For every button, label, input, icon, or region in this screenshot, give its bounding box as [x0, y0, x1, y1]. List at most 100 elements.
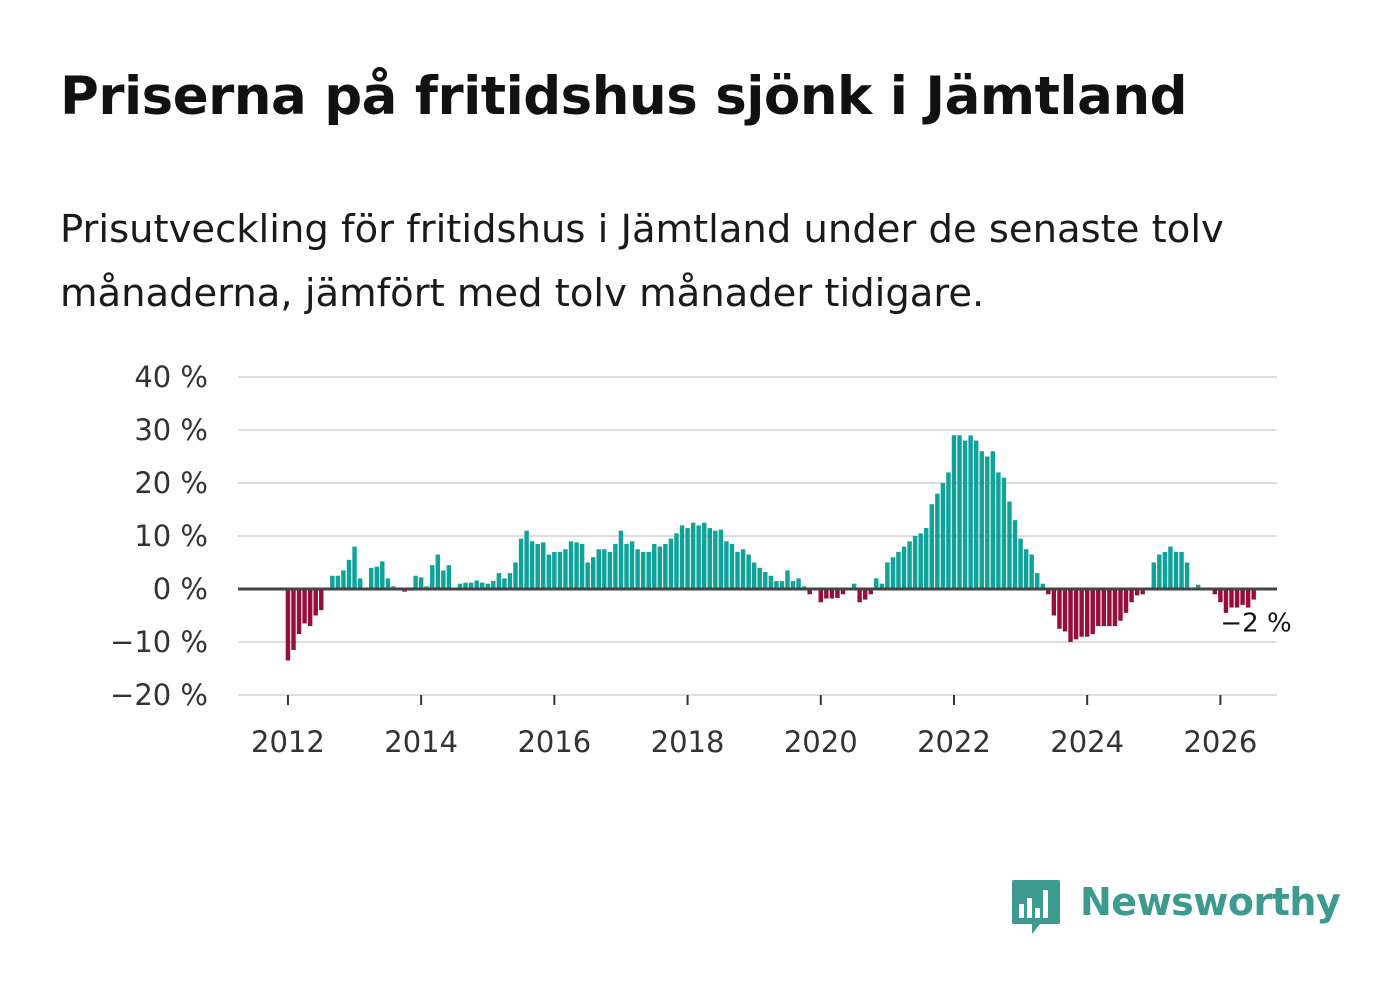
bar: [918, 533, 923, 589]
x-tick-label: 2014: [384, 725, 458, 759]
bar: [996, 472, 1001, 589]
bar: [763, 572, 768, 589]
bar: [962, 440, 968, 589]
bar: [640, 551, 646, 589]
bar: [341, 570, 346, 589]
bar: [729, 543, 735, 589]
bar: [935, 493, 940, 589]
bar: [968, 435, 973, 589]
bar: [951, 435, 957, 589]
bar: [435, 554, 441, 589]
bar: [1001, 477, 1007, 589]
bar: [524, 530, 529, 589]
bar: [296, 589, 302, 635]
bar: [579, 543, 585, 589]
bar: [1084, 589, 1090, 637]
bar: [807, 589, 812, 595]
bar: [1046, 589, 1051, 595]
y-tick-label: 40 %: [134, 360, 208, 394]
bar: [596, 549, 601, 589]
bar: [985, 456, 990, 589]
bar: [518, 538, 524, 589]
bar: [1245, 589, 1251, 608]
bar: [585, 562, 590, 589]
bar: [1179, 551, 1184, 589]
bar: [590, 557, 596, 589]
bar: [1090, 589, 1095, 635]
bar: [1079, 589, 1084, 637]
bar: [646, 551, 651, 589]
bar: [457, 583, 463, 589]
bar: [862, 589, 868, 600]
bar: [529, 541, 535, 589]
bar: [1151, 562, 1157, 589]
bar: [302, 589, 307, 624]
bar: [1012, 520, 1018, 589]
bar: [607, 551, 613, 589]
last-value-label: −2 %: [1220, 608, 1291, 638]
chart-subtitle: Prisutveckling för fritidshus i Jämtland…: [60, 207, 1224, 316]
bar: [1018, 538, 1023, 589]
bar: [979, 451, 984, 589]
bar: [629, 541, 635, 589]
y-tick-label: −10 %: [110, 625, 208, 659]
bar: [768, 575, 774, 589]
bar: [896, 551, 901, 589]
bar: [602, 549, 607, 589]
bar: [1168, 546, 1173, 589]
bar: [624, 543, 629, 589]
bar: [335, 575, 341, 589]
bar: [374, 566, 379, 589]
x-tick-label: 2018: [651, 725, 725, 759]
bar: [790, 581, 796, 589]
bar: [718, 529, 724, 589]
bar: [468, 582, 474, 589]
newsworthy-bar-chart-icon: [1012, 880, 1060, 934]
bar: [1240, 589, 1245, 605]
bar: [418, 577, 424, 589]
bar: [879, 583, 885, 589]
bar: [618, 530, 624, 589]
bar: [1051, 589, 1057, 616]
bar: [1118, 589, 1123, 621]
bar: [1195, 584, 1201, 589]
x-tick-label: 2024: [1050, 725, 1124, 759]
bar: [890, 557, 896, 589]
y-tick-label: 20 %: [134, 466, 208, 500]
bar: [674, 533, 679, 589]
bar: [1035, 573, 1040, 589]
bar: [1129, 589, 1134, 603]
bar: [724, 541, 729, 589]
chart-title: Priserna på fritidshus sjönk i Jämtland: [60, 66, 1188, 127]
bar: [746, 554, 751, 589]
bar: [1057, 589, 1062, 629]
bar: [380, 561, 385, 589]
bar: [563, 549, 568, 589]
bar: [441, 570, 446, 589]
bar: [874, 578, 879, 589]
bar: [990, 451, 996, 589]
bar: [1040, 583, 1045, 589]
bar: [285, 589, 291, 661]
y-tick-label: 0 %: [153, 572, 208, 606]
bar: [552, 551, 557, 589]
bar: [707, 528, 712, 589]
bar: [635, 549, 640, 589]
bar: [690, 522, 696, 589]
bar: [613, 543, 618, 589]
bar: [491, 581, 496, 589]
bar: [535, 543, 540, 589]
bar: [446, 565, 452, 589]
bar: [368, 567, 374, 589]
bar: [1212, 589, 1218, 595]
bar: [740, 549, 746, 589]
bar: [835, 589, 840, 599]
bar: [1234, 589, 1240, 608]
bar: [496, 573, 502, 589]
bar: [829, 589, 835, 599]
bar: [474, 580, 479, 589]
x-tick-label: 2026: [1183, 725, 1257, 759]
bar: [679, 525, 685, 589]
bar: [1107, 589, 1112, 627]
bar: [502, 578, 507, 589]
